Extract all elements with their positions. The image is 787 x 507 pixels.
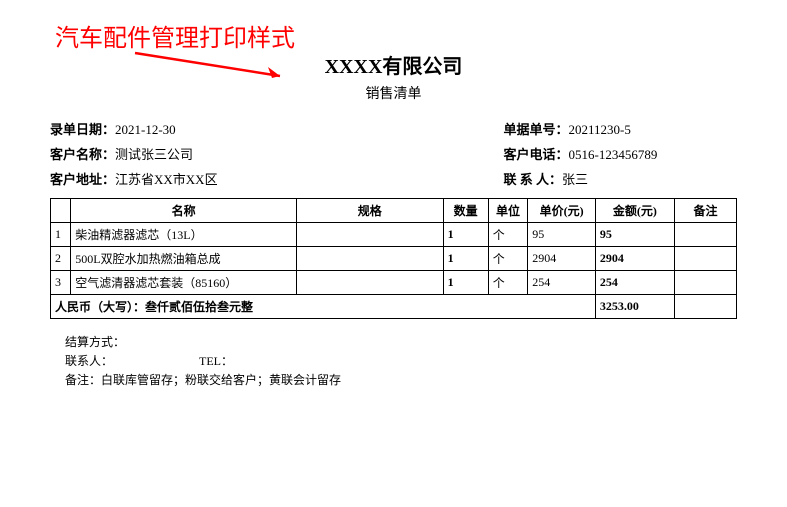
customer-addr-label: 客户地址： (50, 172, 115, 187)
cell-name: 空气滤清器滤芯套装（85160） (71, 271, 297, 295)
entry-date-value: 2021-12-30 (115, 122, 176, 137)
customer-addr-row: 客户地址：江苏省XX市XX区 (50, 169, 394, 188)
doc-no-value: 20211230-5 (569, 122, 631, 137)
customer-phone-value: 0516-123456789 (569, 147, 658, 162)
th-name: 名称 (71, 199, 297, 223)
th-note: 备注 (674, 199, 736, 223)
th-price: 单价(元) (528, 199, 596, 223)
cell-price: 2904 (528, 247, 596, 271)
cell-note (674, 271, 736, 295)
annotation-text: 汽车配件管理打印样式 (55, 18, 295, 53)
cell-spec (296, 271, 443, 295)
cell-idx: 3 (51, 271, 71, 295)
th-unit: 单位 (488, 199, 527, 223)
cell-price: 95 (528, 223, 596, 247)
cell-name: 500L双腔水加热燃油箱总成 (71, 247, 297, 271)
table-row: 1柴油精滤器滤芯（13L）1个9595 (51, 223, 737, 247)
th-amount: 金额(元) (595, 199, 674, 223)
cell-unit: 个 (488, 223, 527, 247)
cell-spec (296, 247, 443, 271)
document-header: XXXX有限公司 销售清单 (50, 50, 737, 103)
total-row: 人民币（大写）：叁仟贰佰伍拾叁元整 3253.00 (51, 295, 737, 319)
total-amount: 3253.00 (595, 295, 674, 319)
cell-amount: 254 (595, 271, 674, 295)
table-row: 3空气滤清器滤芯套装（85160）1个254254 (51, 271, 737, 295)
remark-text: 白联库管留存；粉联交给客户；黄联会计留存 (101, 373, 341, 387)
cell-qty: 1 (443, 223, 488, 247)
settle-label: 结算方式： (65, 335, 125, 349)
cell-idx: 1 (51, 223, 71, 247)
cell-amount: 2904 (595, 247, 674, 271)
cell-spec (296, 223, 443, 247)
customer-phone-label: 客户电话： (504, 147, 569, 162)
cell-unit: 个 (488, 247, 527, 271)
contact-value: 张三 (562, 172, 588, 187)
th-spec: 规格 (296, 199, 443, 223)
company-name: XXXX有限公司 (50, 50, 737, 79)
items-table: 名称 规格 数量 单位 单价(元) 金额(元) 备注 1柴油精滤器滤芯（13L）… (50, 198, 737, 319)
cell-amount: 95 (595, 223, 674, 247)
footer-tel-label: TEL： (199, 354, 233, 368)
contact-row: 联 系 人：张三 (394, 169, 738, 188)
cell-unit: 个 (488, 271, 527, 295)
cell-idx: 2 (51, 247, 71, 271)
cell-name: 柴油精滤器滤芯（13L） (71, 223, 297, 247)
customer-phone-row: 客户电话：0516-123456789 (394, 144, 738, 163)
info-section: 录单日期：2021-12-30 单据单号：20211230-5 客户名称：测试张… (50, 119, 737, 188)
cell-qty: 1 (443, 247, 488, 271)
th-qty: 数量 (443, 199, 488, 223)
customer-name-row: 客户名称：测试张三公司 (50, 144, 394, 163)
customer-name-label: 客户名称： (50, 147, 115, 162)
cell-note (674, 247, 736, 271)
table-header-row: 名称 规格 数量 单位 单价(元) 金额(元) 备注 (51, 199, 737, 223)
cell-price: 254 (528, 271, 596, 295)
th-idx (51, 199, 71, 223)
document-type: 销售清单 (50, 83, 737, 103)
customer-addr-value: 江苏省XX市XX区 (115, 172, 218, 187)
footer-section: 结算方式： 联系人： TEL： 备注：白联库管留存；粉联交给客户；黄联会计留存 (65, 333, 737, 391)
total-label: 人民币（大写）：叁仟贰佰伍拾叁元整 (51, 295, 596, 319)
entry-date-row: 录单日期：2021-12-30 (50, 119, 394, 138)
footer-contact-label: 联系人： (65, 354, 113, 368)
remark-line: 备注：白联库管留存；粉联交给客户；黄联会计留存 (65, 371, 737, 390)
contact-line: 联系人： TEL： (65, 352, 737, 371)
total-note (674, 295, 736, 319)
customer-name-value: 测试张三公司 (115, 147, 193, 162)
remark-label: 备注： (65, 373, 101, 387)
entry-date-label: 录单日期： (50, 122, 115, 137)
table-row: 2500L双腔水加热燃油箱总成1个29042904 (51, 247, 737, 271)
cell-note (674, 223, 736, 247)
contact-label: 联 系 人： (504, 172, 563, 187)
cell-qty: 1 (443, 271, 488, 295)
doc-no-row: 单据单号：20211230-5 (394, 119, 738, 138)
settle-line: 结算方式： (65, 333, 737, 352)
doc-no-label: 单据单号： (504, 122, 569, 137)
